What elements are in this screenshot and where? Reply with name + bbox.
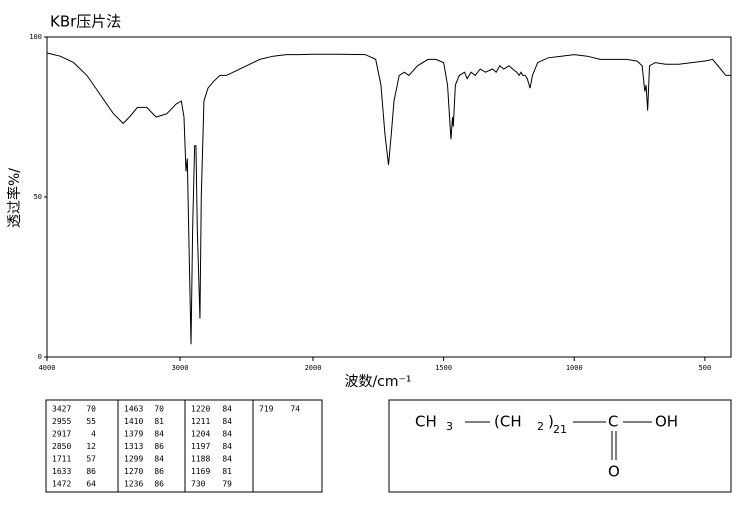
peak-transmittance: 81 [222,467,232,476]
peak-wavenumber: 1220 [191,405,210,414]
peak-transmittance: 86 [154,442,164,451]
peak-wavenumber: 1236 [124,480,143,489]
structure-text: OH [655,413,678,431]
y-tick-label: 100 [29,33,42,41]
y-axis-label: 透过率%/ [6,168,23,228]
chart-title: KBr压片法 [50,13,121,31]
peak-transmittance: 84 [222,430,232,439]
y-tick-label: 0 [38,353,42,361]
structure-text: 3 [446,420,453,433]
peak-transmittance: 86 [154,480,164,489]
peak-transmittance: 57 [86,455,96,464]
peak-transmittance: 84 [222,405,232,414]
structure-bonds [465,421,652,460]
peak-transmittance: 86 [86,467,96,476]
peak-transmittance: 84 [222,455,232,464]
peak-transmittance: 12 [86,442,96,451]
peak-transmittance: 86 [154,467,164,476]
structure-text: ) [548,413,554,431]
x-axis-label: 波数/cm⁻¹ [344,374,411,390]
y-tick-label: 50 [34,193,42,201]
peak-wavenumber: 1633 [52,467,71,476]
table-frame [45,399,323,493]
peak-wavenumber: 1204 [191,430,210,439]
x-tick-label: 1500 [435,364,452,372]
peak-wavenumber: 1211 [191,417,210,426]
x-tick-label: 2000 [305,364,322,372]
peak-transmittance: 84 [154,455,164,464]
spectrum-line [46,52,731,345]
x-tick-label: 500 [699,364,712,372]
peak-wavenumber: 730 [191,480,206,489]
peak-transmittance: 81 [154,417,164,426]
peak-wavenumber: 1463 [124,405,143,414]
peak-transmittance: 64 [86,480,96,489]
peak-wavenumber: 719 [259,405,274,414]
structure-text: (CH [494,413,522,431]
peak-wavenumber: 2955 [52,417,71,426]
peak-wavenumber: 1169 [191,467,210,476]
peak-wavenumber: 1472 [52,480,71,489]
structure-text: CH [415,413,437,431]
plot-frame [46,36,732,358]
peak-wavenumber: 1313 [124,442,143,451]
structure-text: 21 [553,423,567,436]
peak-transmittance: 84 [222,417,232,426]
peak-transmittance: 70 [86,405,96,414]
peak-transmittance: 74 [290,405,300,414]
peak-transmittance: 55 [86,417,96,426]
x-tick-label: 4000 [39,364,56,372]
peak-wavenumber: 1410 [124,417,143,426]
peak-wavenumber: 1197 [191,442,210,451]
peak-wavenumber: 2850 [52,442,71,451]
structure-text: O [608,463,620,481]
peak-wavenumber: 1188 [191,455,210,464]
structure-text: 2 [537,420,544,433]
peak-wavenumber: 1711 [52,455,71,464]
peak-wavenumber: 1299 [124,455,143,464]
peak-transmittance: 70 [154,405,164,414]
peak-transmittance: 4 [91,430,96,439]
peak-transmittance: 84 [222,442,232,451]
x-tick-label: 3000 [172,364,189,372]
peak-wavenumber: 3427 [52,405,71,414]
peak-transmittance: 84 [154,430,164,439]
structure-frame [388,399,732,493]
peak-wavenumber: 1270 [124,467,143,476]
peak-transmittance: 79 [222,480,232,489]
peak-wavenumber: 2917 [52,430,71,439]
x-tick-label: 1000 [566,364,583,372]
structure-text: C [608,413,618,431]
peak-wavenumber: 1379 [124,430,143,439]
